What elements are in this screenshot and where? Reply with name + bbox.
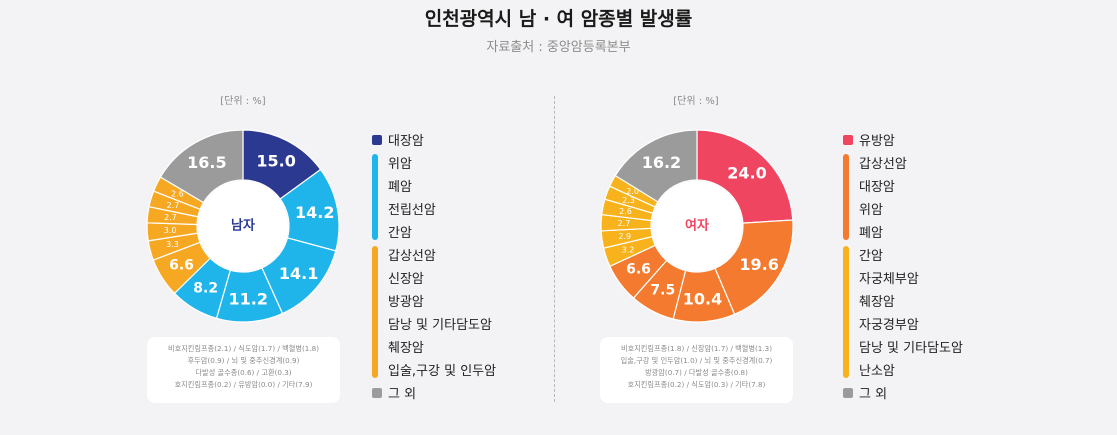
slice-label: 7.5 xyxy=(650,283,675,299)
slice-label: 2.9 xyxy=(618,232,631,241)
slice-label: 16.5 xyxy=(187,153,226,172)
legend-group-bar xyxy=(843,154,849,240)
slice-label: 14.2 xyxy=(295,203,334,222)
note-line: 비호지킨림프종(2.1) / 식도암(1.7) / 백혈병(1.8) xyxy=(167,344,320,353)
slice-label: 3.2 xyxy=(622,245,635,254)
legend-item: 갑상선암 xyxy=(388,249,436,264)
chart-title: 인천광역시 남 · 여 암종별 발생률 xyxy=(424,8,693,30)
donut-slice xyxy=(159,129,244,204)
chart-subtitle: 자료출처 : 중앙암등록본부 xyxy=(486,40,631,55)
legend-group-bar xyxy=(372,246,378,378)
legend-item: 간암 xyxy=(859,249,883,264)
slice-label: 8.2 xyxy=(193,281,218,297)
male-other-note: 비호지킨림프종(2.1) / 식도암(1.7) / 백혈병(1.8) 후두암(0… xyxy=(147,337,340,403)
female-legend: 유방암 갑상선암 대장암 위암 폐암 간암 자궁체부암 췌장암 자궁경부암 담낭… xyxy=(843,130,1013,410)
female-donut-chart: 24.0 19.6 10.4 7.5 6.6 3.2 2.9 2.7 2.6 2.32.0 16.2… xyxy=(600,129,794,323)
legend-item: 그 외 xyxy=(859,387,888,402)
slice-label: 15.0 xyxy=(256,151,295,170)
legend-item: 대장암 xyxy=(859,180,895,195)
slice-label: 2.7 xyxy=(164,213,177,222)
note-line: 호지킨림프종(0.2) / 유방암(0.0) / 기타(7.9) xyxy=(174,380,313,389)
legend-item: 췌장암 xyxy=(859,295,895,310)
legend-item: 췌장암 xyxy=(388,341,424,356)
legend-swatch xyxy=(372,388,382,398)
legend-item: 유방암 xyxy=(859,134,895,149)
slice-label: 16.2 xyxy=(642,153,681,172)
note-line: 비호지킨림프종(1.8) / 신장암(1.7) / 백혈병(1.3) xyxy=(620,344,773,353)
legend-group-bar xyxy=(372,154,378,240)
donut-slice xyxy=(614,129,698,203)
slice-label: 24.0 xyxy=(727,163,766,182)
legend-item: 위암 xyxy=(859,203,883,218)
male-donut-chart: 15.0 14.2 14.1 11.2 8.2 6.6 3.3 3.0 2.7 2.7 2.6 16.… xyxy=(146,129,340,323)
slice-label: 2.0 xyxy=(626,187,639,196)
legend-item: 그 외 xyxy=(388,387,417,402)
legend-item: 간암 xyxy=(388,226,412,241)
slice-label: 3.3 xyxy=(166,240,179,249)
legend-item: 담낭 및 기타담도암 xyxy=(859,341,963,356)
donut-center-label: 남자 xyxy=(231,218,255,234)
slice-label: 2.7 xyxy=(618,219,631,228)
legend-swatch xyxy=(372,135,382,145)
male-unit-label: [단위 : %] xyxy=(220,96,266,107)
legend-item: 전립선암 xyxy=(388,203,436,218)
legend-item: 신장암 xyxy=(388,272,424,287)
note-line: 후두암(0.9) / 뇌 및 중추신경계(0.9) xyxy=(187,356,300,365)
slice-label: 11.2 xyxy=(229,289,268,308)
legend-item: 폐암 xyxy=(859,226,883,241)
slice-label: 2.6 xyxy=(171,190,184,199)
legend-item: 갑상선암 xyxy=(859,157,907,172)
note-line: 입술,구강 및 인두암(1.0) / 뇌 및 중추신경계(0.7) xyxy=(620,356,773,365)
slice-label: 19.6 xyxy=(739,255,778,274)
legend-item: 위암 xyxy=(388,157,412,172)
note-line: 방광암(0.7) / 다발성 골수종(0.8) xyxy=(645,368,748,377)
slice-label: 14.1 xyxy=(279,264,318,283)
note-line: 호지킨림프종(0.2) / 식도암(0.3) / 기타(7.8) xyxy=(627,380,766,389)
slice-label: 6.6 xyxy=(626,262,651,278)
donut-center xyxy=(198,181,288,271)
donut-slice xyxy=(696,129,794,224)
legend-item: 담낭 및 기타담도암 xyxy=(388,318,492,333)
legend-group-bar xyxy=(843,246,849,378)
slice-label: 2.6 xyxy=(619,207,632,216)
note-line: 다발성 골수종(0.6) / 고환(0.3) xyxy=(195,368,292,377)
legend-item: 자궁체부암 xyxy=(859,272,919,287)
slice-label: 3.0 xyxy=(164,226,177,235)
female-other-note: 비호지킨림프종(1.8) / 신장암(1.7) / 백혈병(1.3) 입술,구강… xyxy=(600,337,793,403)
slice-label: 6.6 xyxy=(169,257,194,273)
panel-divider xyxy=(554,96,555,402)
donut-center xyxy=(652,181,742,271)
legend-swatch xyxy=(843,388,853,398)
legend-item: 자궁경부암 xyxy=(859,318,919,333)
donut-center-label: 여자 xyxy=(685,218,709,234)
legend-item: 대장암 xyxy=(388,134,424,149)
slice-label: 2.3 xyxy=(622,196,635,205)
male-legend: 대장암 위암 폐암 전립선암 간암 갑상선암 신장암 방광암 담낭 및 기타담도… xyxy=(372,130,532,410)
female-unit-label: [단위 : %] xyxy=(673,96,719,107)
legend-item: 난소암 xyxy=(859,364,895,379)
legend-item: 방광암 xyxy=(388,295,424,310)
slice-label: 2.7 xyxy=(167,201,180,210)
legend-item: 폐암 xyxy=(388,180,412,195)
legend-swatch xyxy=(843,135,853,145)
slice-label: 10.4 xyxy=(683,289,722,308)
legend-item: 입술,구강 및 인두암 xyxy=(388,364,497,379)
